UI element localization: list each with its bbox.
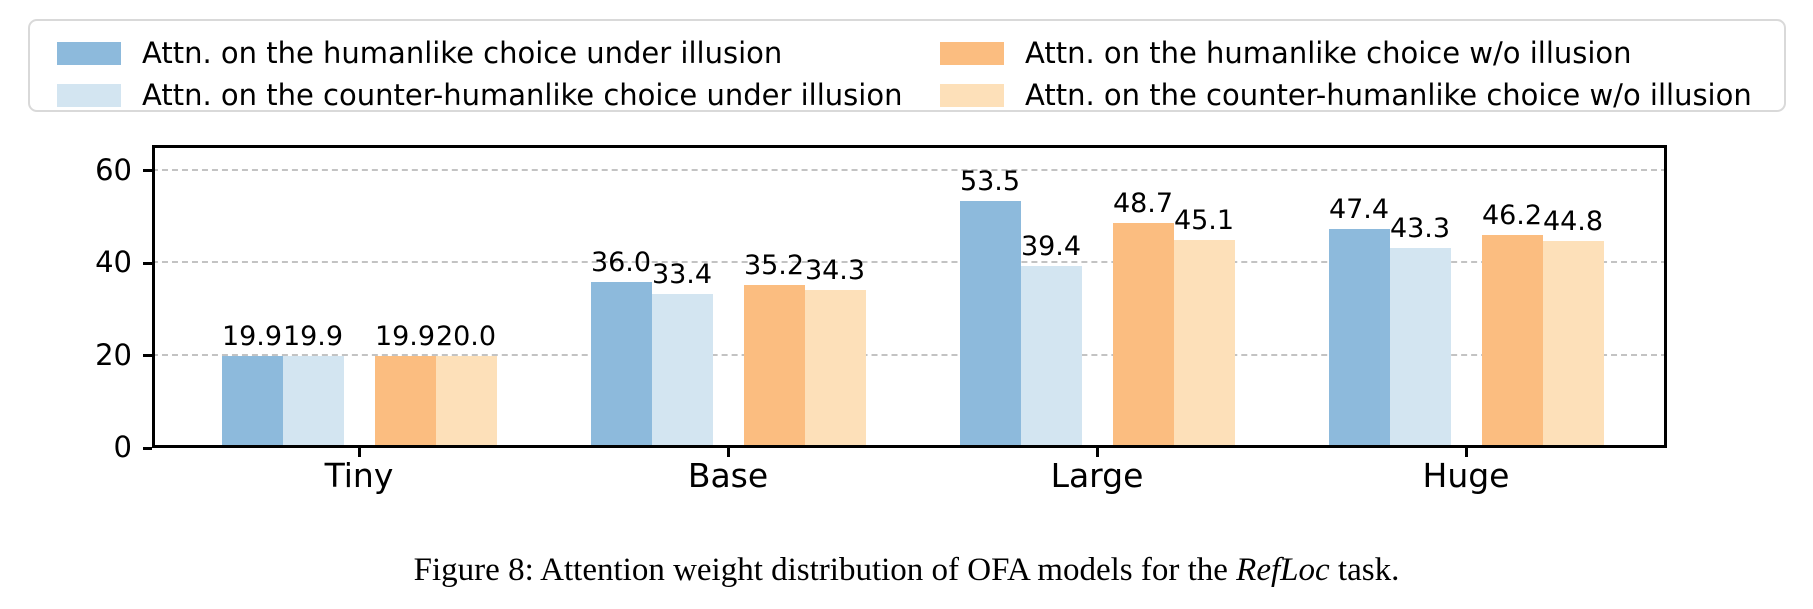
legend-item-label: Attn. on the counter-humanlike choice un… [142, 77, 903, 112]
plot-area: 19.9 19.9 19.9 20.0 36.0 33.4 35.2 34.3 53.5 39.4… [152, 145, 1667, 448]
legend-color-swatch [940, 41, 1004, 65]
legend-item-label: Attn. on the humanlike choice w/o illusi… [1025, 35, 1632, 70]
gridline [152, 168, 1667, 171]
legend-item-label: Attn. on the humanlike choice under illu… [142, 35, 783, 70]
bar: 20.0 [435, 323, 497, 448]
bar: 43.3 [1389, 215, 1451, 448]
bar-value-label: 44.8 [1542, 206, 1604, 238]
y-tick-mark [143, 261, 152, 265]
bar: 47.4 [1328, 196, 1390, 448]
legend-item: Attn. on the counter-humanlike choice un… [57, 76, 902, 114]
bar-value-label: 33.4 [651, 258, 713, 290]
bar: 36.0 [590, 249, 652, 448]
y-tick-label: 20 [95, 337, 132, 372]
legend-color-swatch [57, 83, 121, 107]
legend-item-label: Attn. on the counter-humanlike choice w/… [1025, 77, 1752, 112]
bar-value-label: 20.0 [435, 320, 497, 352]
x-tick-label: Tiny [324, 456, 394, 495]
bar-group: 53.5 39.4 48.7 45.1 [959, 168, 1235, 448]
y-tick-label: 40 [95, 245, 132, 280]
bar: 48.7 [1112, 190, 1174, 448]
bar-value-label: 43.3 [1389, 213, 1451, 245]
bar: 45.1 [1173, 207, 1235, 448]
bar-value-label: 35.2 [743, 250, 805, 282]
y-tick-mark [143, 354, 152, 358]
caption-text: Figure 8: Attention weight distribution … [413, 552, 1237, 588]
bar: 53.5 [959, 168, 1021, 448]
y-tick-label: 0 [113, 430, 132, 464]
bar-value-label: 34.3 [804, 254, 866, 286]
legend-item: Attn. on the humanlike choice w/o illusi… [940, 34, 1632, 72]
bar-value-label: 19.9 [221, 321, 283, 353]
bar-value-label: 48.7 [1112, 188, 1174, 220]
bar: 34.3 [804, 257, 866, 448]
bar: 44.8 [1542, 208, 1604, 448]
chart-legend: Attn. on the humanlike choice under illu… [28, 19, 1786, 112]
bar: 19.9 [221, 323, 283, 448]
bar: 39.4 [1020, 233, 1082, 448]
legend-color-swatch [57, 41, 121, 65]
gridline [152, 353, 1667, 356]
bar-value-label: 36.0 [590, 246, 652, 278]
bar-value-label: 45.1 [1173, 204, 1235, 236]
bar: 46.2 [1481, 202, 1543, 448]
bar-value-label: 46.2 [1481, 199, 1543, 231]
bar: 35.2 [743, 252, 805, 448]
legend-item: Attn. on the humanlike choice under illu… [57, 34, 782, 72]
bar-value-label: 53.5 [959, 165, 1021, 197]
x-tick-mark [357, 448, 361, 457]
y-tick-mark [143, 169, 152, 173]
figure-caption: Figure 8: Attention weight distribution … [0, 551, 1813, 591]
x-tick-label: Base [687, 456, 769, 495]
x-tick-label: Large [1050, 456, 1144, 495]
y-tick-mark [143, 446, 152, 450]
x-tick-mark [1464, 448, 1468, 457]
bar-group: 47.4 43.3 46.2 44.8 [1328, 196, 1604, 448]
x-tick-mark [726, 448, 730, 457]
bar-value-label: 39.4 [1020, 231, 1082, 263]
legend-item: Attn. on the counter-humanlike choice w/… [940, 76, 1752, 114]
x-tick-label: Huge [1422, 456, 1510, 495]
legend-color-swatch [940, 83, 1004, 107]
bar-group: 19.9 19.9 19.9 20.0 [221, 323, 497, 448]
bar-value-label: 47.4 [1328, 194, 1390, 226]
bar-value-label: 19.9 [374, 321, 436, 353]
bar: 19.9 [374, 323, 436, 448]
caption-text-suffix: task. [1329, 552, 1400, 588]
bar-group: 36.0 33.4 35.2 34.3 [590, 249, 866, 448]
bar: 33.4 [651, 261, 713, 448]
caption-italic-task-name: RefLoc [1236, 552, 1330, 588]
bar: 19.9 [282, 323, 344, 448]
y-tick-label: 60 [95, 152, 132, 187]
bar-value-label: 19.9 [282, 321, 344, 353]
x-tick-mark [1095, 448, 1099, 457]
gridline [152, 261, 1667, 264]
